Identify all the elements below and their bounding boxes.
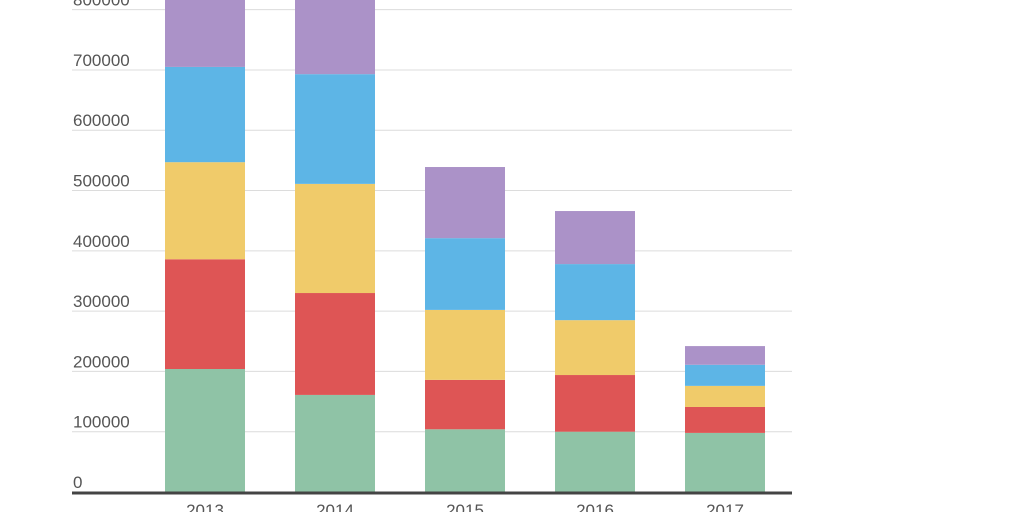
bar-segment xyxy=(295,74,375,184)
bar-segment xyxy=(555,431,635,492)
bar-segment xyxy=(295,0,375,75)
bar-segment xyxy=(165,259,245,369)
bar-segment xyxy=(295,394,375,492)
bar-segment xyxy=(425,309,505,380)
y-tick-label: 300000 xyxy=(73,292,130,311)
bar-segment xyxy=(555,211,635,265)
y-tick-label: 400000 xyxy=(73,232,130,251)
bars xyxy=(165,0,765,492)
bar-segment xyxy=(425,379,505,430)
bar-segment xyxy=(425,167,505,239)
y-tick-label: 800000 xyxy=(73,0,130,10)
bar-segment xyxy=(555,320,635,376)
labels: 0 100000 200000 300000 400000 500000 600000 700… xyxy=(72,0,792,512)
bar-segment xyxy=(685,346,765,365)
bar-segment xyxy=(425,238,505,310)
bar-segment xyxy=(165,369,245,492)
bar-segment xyxy=(425,429,505,492)
bar-segment xyxy=(165,0,245,67)
x-tick-label: 2017 xyxy=(706,501,744,512)
bar-segment xyxy=(555,264,635,321)
bar-segment xyxy=(165,162,245,260)
y-tick-label: 0 xyxy=(73,473,82,492)
y-tick-label: 500000 xyxy=(73,172,130,191)
bar-segment xyxy=(555,375,635,432)
bar-segment xyxy=(685,432,765,492)
bar-segment xyxy=(685,364,765,386)
y-tick-label: 200000 xyxy=(73,352,130,371)
x-tick-label: 2014 xyxy=(316,501,354,512)
y-tick-label: 700000 xyxy=(73,51,130,70)
bar-segment xyxy=(685,385,765,407)
x-tick-label: 2013 xyxy=(186,501,224,512)
y-tick-label: 600000 xyxy=(73,111,130,130)
bar-segment xyxy=(295,183,375,294)
x-tick-label: 2015 xyxy=(446,501,484,512)
x-tick-label: 2016 xyxy=(576,501,614,512)
bar-segment xyxy=(295,293,375,395)
bar-segment xyxy=(685,406,765,433)
y-tick-label: 100000 xyxy=(73,413,130,432)
bar-segment xyxy=(165,66,245,163)
